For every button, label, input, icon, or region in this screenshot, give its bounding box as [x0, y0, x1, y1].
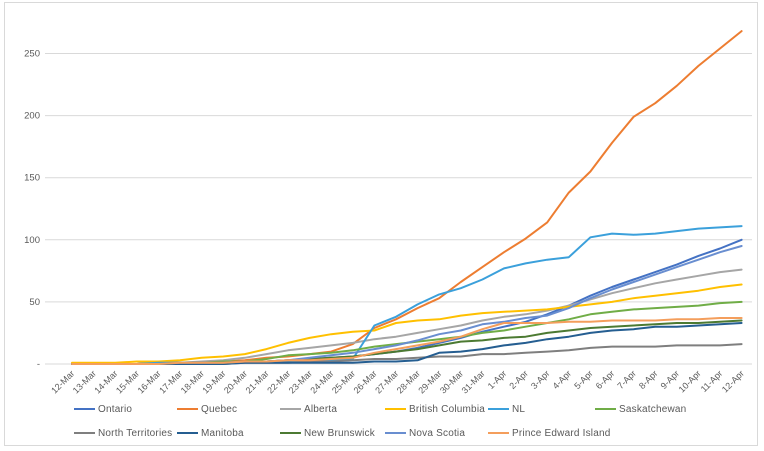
y-tick-label: 200: [24, 111, 40, 122]
x-tick-label: 30-Mar: [438, 368, 465, 395]
x-tick-label: 17-Mar: [157, 368, 184, 395]
x-tick-label: 24-Mar: [308, 368, 335, 395]
y-tick-label: 250: [24, 49, 40, 60]
x-tick-label: 22-Mar: [265, 368, 292, 395]
x-tick-label: 23-Mar: [287, 368, 314, 395]
x-tick-label: 4-Apr: [551, 368, 574, 391]
x-tick-label: 12-Mar: [49, 368, 76, 395]
x-tick-label: 26-Mar: [352, 368, 379, 395]
y-tick-label: 50: [29, 297, 40, 308]
y-tick-label: 150: [24, 173, 40, 184]
x-tick-label: 3-Apr: [529, 368, 552, 391]
x-tick-label: 11-Apr: [699, 368, 725, 394]
x-tick-label: 16-Mar: [136, 368, 163, 395]
x-tick-label: 6-Apr: [594, 368, 617, 391]
x-tick-label: 5-Apr: [572, 368, 595, 391]
x-tick-label: 10-Apr: [677, 368, 703, 394]
x-tick-label: 12-Apr: [720, 368, 746, 394]
x-tick-label: 13-Mar: [71, 368, 98, 395]
x-tick-label: 20-Mar: [222, 368, 249, 395]
x-tick-label: 18-Mar: [179, 368, 206, 395]
x-tick-label: 27-Mar: [373, 368, 400, 395]
series-line-quebec: [71, 30, 743, 365]
x-tick-label: 14-Mar: [92, 368, 119, 395]
x-tick-label: 2-Apr: [507, 368, 530, 391]
y-tick-label: -: [37, 359, 40, 370]
series-line-manitoba: [71, 322, 743, 365]
x-tick-label: 31-Mar: [460, 368, 487, 395]
chart-border: [4, 2, 758, 446]
x-tick-label: 28-Mar: [395, 368, 422, 395]
x-tick-label: 1-Apr: [486, 368, 509, 391]
x-tick-label: 21-Mar: [244, 368, 271, 395]
x-tick-label: 19-Mar: [200, 368, 227, 395]
x-tick-label: 15-Mar: [114, 368, 141, 395]
x-tick-label: 29-Mar: [416, 368, 443, 395]
x-tick-label: 8-Apr: [637, 368, 660, 391]
y-tick-label: 100: [24, 235, 40, 246]
x-tick-label: 25-Mar: [330, 368, 357, 395]
series-line-prince-edward-island: [71, 317, 743, 365]
series-line-british-columbia: [71, 283, 743, 364]
x-tick-label: 7-Apr: [615, 368, 638, 391]
